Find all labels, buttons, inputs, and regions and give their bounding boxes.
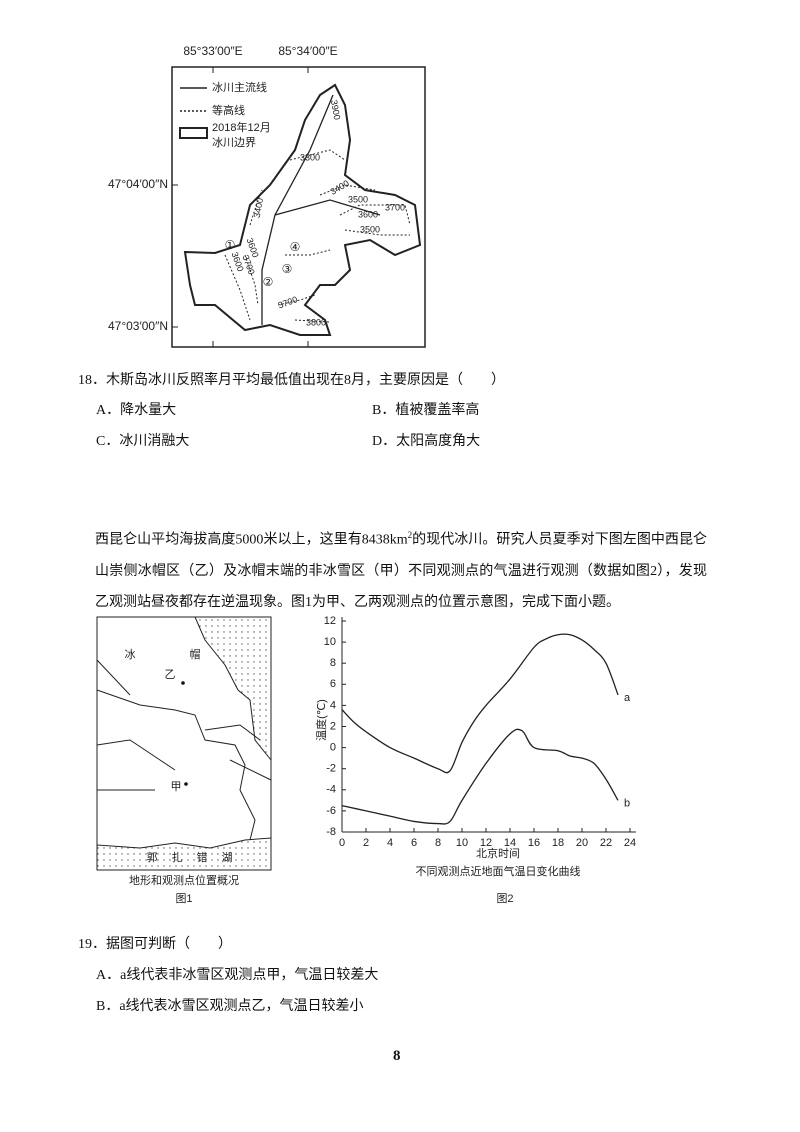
contour-label: 3600	[358, 209, 378, 219]
station-yi	[181, 681, 185, 685]
lat-label: 47°03′00″N	[108, 319, 168, 333]
option: A．降水量大	[96, 403, 177, 418]
map-label: 郭	[147, 851, 158, 864]
series-label: a	[624, 692, 631, 704]
point-number: ④	[290, 240, 301, 254]
x-tick-label: 0	[339, 837, 345, 849]
glacier-map: 85°33′00″E 85°34′00″E 47°04′00″N 47°03′0…	[108, 44, 426, 348]
point-number: ②	[263, 275, 274, 289]
terrain-line	[96, 659, 272, 841]
map-label: 湖	[222, 851, 233, 864]
lake	[96, 837, 272, 871]
lat-label: 47°04′00″N	[108, 177, 168, 191]
y-tick-label: 2	[330, 720, 336, 732]
series-label: b	[624, 797, 630, 809]
x-tick-label: 20	[576, 837, 588, 849]
contour-label: 3500	[360, 224, 380, 234]
superscript: 2	[407, 530, 413, 540]
y-axis-label: 温度(℃)	[314, 699, 328, 741]
legend-label: 冰川主流线	[212, 80, 267, 94]
y-tick-label: -8	[326, 826, 336, 838]
legend-box	[179, 127, 208, 139]
y-tick-label: 10	[324, 636, 336, 648]
x-tick-label: 24	[624, 837, 636, 849]
x-tick-label: 6	[411, 837, 417, 849]
flow-line	[261, 94, 381, 325]
station-jia	[184, 782, 188, 786]
x-tick-label: 18	[552, 837, 564, 849]
question-stem: 19．据图可判断（ ）	[78, 937, 232, 952]
contour-label: 3800	[306, 317, 326, 327]
legend-label: 等高线	[212, 103, 245, 117]
contour-label: 3700	[385, 202, 405, 212]
map-label: 冰	[125, 648, 136, 661]
page-number: 8	[393, 1048, 401, 1064]
y-tick-label: 6	[330, 678, 336, 690]
y-tick-label: 0	[330, 742, 336, 754]
contour-label: 3300	[300, 152, 320, 162]
figure-number: 图2	[496, 892, 513, 905]
x-tick-label: 2	[363, 837, 369, 849]
map-label: 扎	[172, 850, 183, 864]
x-tick-label: 8	[435, 837, 441, 849]
point-number: ①	[225, 238, 236, 252]
y-tick-label: 12	[324, 615, 336, 627]
figure-number: 图1	[175, 892, 192, 905]
option: A．a线代表非冰雪区观测点甲，气温日较差大	[96, 968, 379, 983]
legend-label: 冰川边界	[212, 136, 256, 149]
map-label: 帽	[190, 648, 201, 661]
figure-caption: 地形和观测点位置概况	[129, 873, 239, 887]
map-label: 错	[197, 850, 208, 864]
figure1-map: 冰 帽乙甲郭 扎错 湖	[96, 616, 272, 871]
contour-label: 3900	[329, 99, 342, 120]
x-tick-label: 10	[456, 837, 468, 849]
option: B．植被覆盖率高	[372, 403, 480, 418]
contour	[224, 149, 411, 323]
option: C．冰川消融大	[96, 434, 190, 449]
glacier-boundary	[183, 83, 422, 336]
option: D．太阳高度角大	[372, 434, 481, 449]
contour-label: 3500	[348, 194, 368, 204]
point-number: ③	[282, 262, 293, 276]
series-line	[341, 633, 619, 774]
y-tick-label: -4	[326, 784, 336, 796]
series-line	[341, 728, 619, 825]
y-tick-label: -2	[326, 763, 336, 775]
map-label: 乙	[165, 668, 176, 681]
passage-text: 西昆仑山平均海拔高度5000米以上，这里有8438km	[95, 532, 408, 548]
map-label: 甲	[171, 781, 182, 793]
contour-label: 3400	[252, 197, 265, 218]
question-stem: 18．木斯岛冰川反照率月平均最低值出现在8月，主要原因是（ ）	[78, 373, 505, 388]
x-tick-label: 16	[528, 837, 540, 849]
x-tick-label: 12	[480, 837, 492, 849]
lon-label: 85°33′00″E	[183, 44, 242, 58]
x-tick-label: 4	[387, 837, 393, 849]
lon-label: 85°34′00″E	[278, 44, 337, 58]
passage: 西昆仑山平均海拔高度5000米以上，这里有8438km2的现代冰川。研究人员夏季…	[95, 520, 707, 618]
option: B．a线代表冰雪区观测点乙，气温日较差小	[96, 999, 364, 1014]
legend-label: 2018年12月	[212, 120, 271, 134]
y-tick-label: 4	[330, 699, 336, 711]
y-tick-label: 8	[330, 657, 336, 669]
x-tick-label: 22	[600, 837, 612, 849]
x-tick-label: 14	[504, 837, 516, 849]
ice-cap-stipple	[194, 616, 272, 762]
x-axis-label: 北京时间	[476, 846, 520, 860]
figure-caption: 不同观测点近地面气温日变化曲线	[416, 864, 581, 878]
y-tick-label: -6	[326, 805, 336, 817]
passage-text: 的现代冰川。研究人员夏季对下图左图中西昆仑山崇侧冰帽区（乙）及冰帽末端的非冰雪区…	[95, 532, 708, 610]
